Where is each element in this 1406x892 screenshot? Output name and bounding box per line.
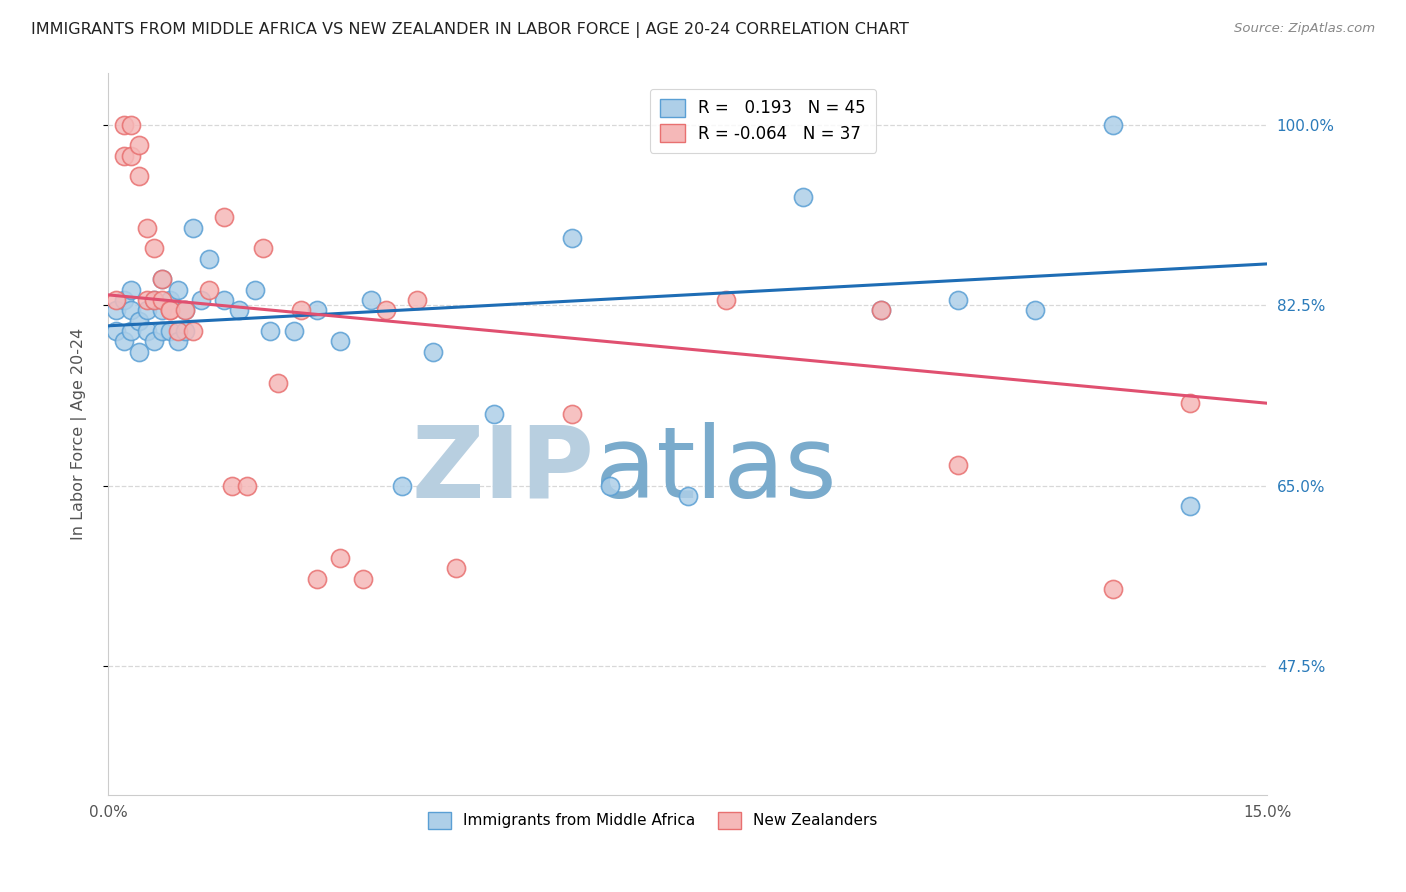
Point bbox=[236, 479, 259, 493]
Point bbox=[946, 458, 969, 472]
Point bbox=[561, 231, 583, 245]
Point bbox=[120, 283, 142, 297]
Point bbox=[267, 376, 290, 390]
Point bbox=[181, 324, 204, 338]
Point bbox=[243, 283, 266, 297]
Point bbox=[120, 118, 142, 132]
Text: IMMIGRANTS FROM MIDDLE AFRICA VS NEW ZEALANDER IN LABOR FORCE | AGE 20-24 CORREL: IMMIGRANTS FROM MIDDLE AFRICA VS NEW ZEA… bbox=[31, 22, 908, 38]
Point bbox=[150, 293, 173, 307]
Point bbox=[174, 303, 197, 318]
Point bbox=[135, 324, 157, 338]
Point bbox=[112, 118, 135, 132]
Point bbox=[484, 407, 506, 421]
Point bbox=[190, 293, 212, 307]
Point bbox=[1178, 396, 1201, 410]
Point bbox=[1178, 500, 1201, 514]
Point bbox=[159, 303, 181, 318]
Point bbox=[120, 148, 142, 162]
Point bbox=[104, 293, 127, 307]
Point bbox=[228, 303, 250, 318]
Point bbox=[135, 220, 157, 235]
Point bbox=[159, 293, 181, 307]
Point bbox=[561, 407, 583, 421]
Point bbox=[135, 303, 157, 318]
Point bbox=[128, 313, 150, 327]
Point bbox=[946, 293, 969, 307]
Point bbox=[714, 293, 737, 307]
Point bbox=[283, 324, 305, 338]
Point bbox=[128, 344, 150, 359]
Point bbox=[143, 293, 166, 307]
Point bbox=[1101, 118, 1123, 132]
Point bbox=[112, 148, 135, 162]
Point bbox=[197, 283, 219, 297]
Point bbox=[422, 344, 444, 359]
Point bbox=[166, 334, 188, 349]
Point bbox=[143, 242, 166, 256]
Point bbox=[444, 561, 467, 575]
Point bbox=[375, 303, 398, 318]
Point bbox=[221, 479, 243, 493]
Point bbox=[143, 293, 166, 307]
Point bbox=[120, 324, 142, 338]
Point bbox=[599, 479, 621, 493]
Point bbox=[1024, 303, 1046, 318]
Point bbox=[128, 138, 150, 153]
Point bbox=[143, 334, 166, 349]
Point bbox=[150, 272, 173, 286]
Point bbox=[406, 293, 429, 307]
Point bbox=[128, 169, 150, 184]
Point bbox=[391, 479, 413, 493]
Point bbox=[305, 303, 328, 318]
Text: Source: ZipAtlas.com: Source: ZipAtlas.com bbox=[1234, 22, 1375, 36]
Point bbox=[112, 334, 135, 349]
Point bbox=[305, 572, 328, 586]
Point bbox=[120, 303, 142, 318]
Point bbox=[150, 324, 173, 338]
Point bbox=[212, 293, 235, 307]
Point bbox=[135, 293, 157, 307]
Point bbox=[329, 551, 352, 566]
Point bbox=[212, 211, 235, 225]
Point bbox=[869, 303, 891, 318]
Point bbox=[259, 324, 281, 338]
Point bbox=[290, 303, 312, 318]
Point bbox=[112, 293, 135, 307]
Point bbox=[1101, 582, 1123, 596]
Legend: Immigrants from Middle Africa, New Zealanders: Immigrants from Middle Africa, New Zeala… bbox=[422, 805, 884, 835]
Text: atlas: atlas bbox=[595, 422, 837, 519]
Point bbox=[104, 324, 127, 338]
Point bbox=[166, 324, 188, 338]
Point bbox=[166, 283, 188, 297]
Point bbox=[329, 334, 352, 349]
Point bbox=[352, 572, 374, 586]
Point bbox=[104, 303, 127, 318]
Point bbox=[174, 303, 197, 318]
Point bbox=[360, 293, 382, 307]
Point bbox=[150, 272, 173, 286]
Text: ZIP: ZIP bbox=[412, 422, 595, 519]
Point bbox=[174, 324, 197, 338]
Y-axis label: In Labor Force | Age 20-24: In Labor Force | Age 20-24 bbox=[72, 328, 87, 541]
Point bbox=[197, 252, 219, 266]
Point bbox=[676, 489, 699, 503]
Point bbox=[252, 242, 274, 256]
Point bbox=[150, 303, 173, 318]
Point bbox=[181, 220, 204, 235]
Point bbox=[159, 324, 181, 338]
Point bbox=[792, 190, 814, 204]
Point bbox=[159, 303, 181, 318]
Point bbox=[869, 303, 891, 318]
